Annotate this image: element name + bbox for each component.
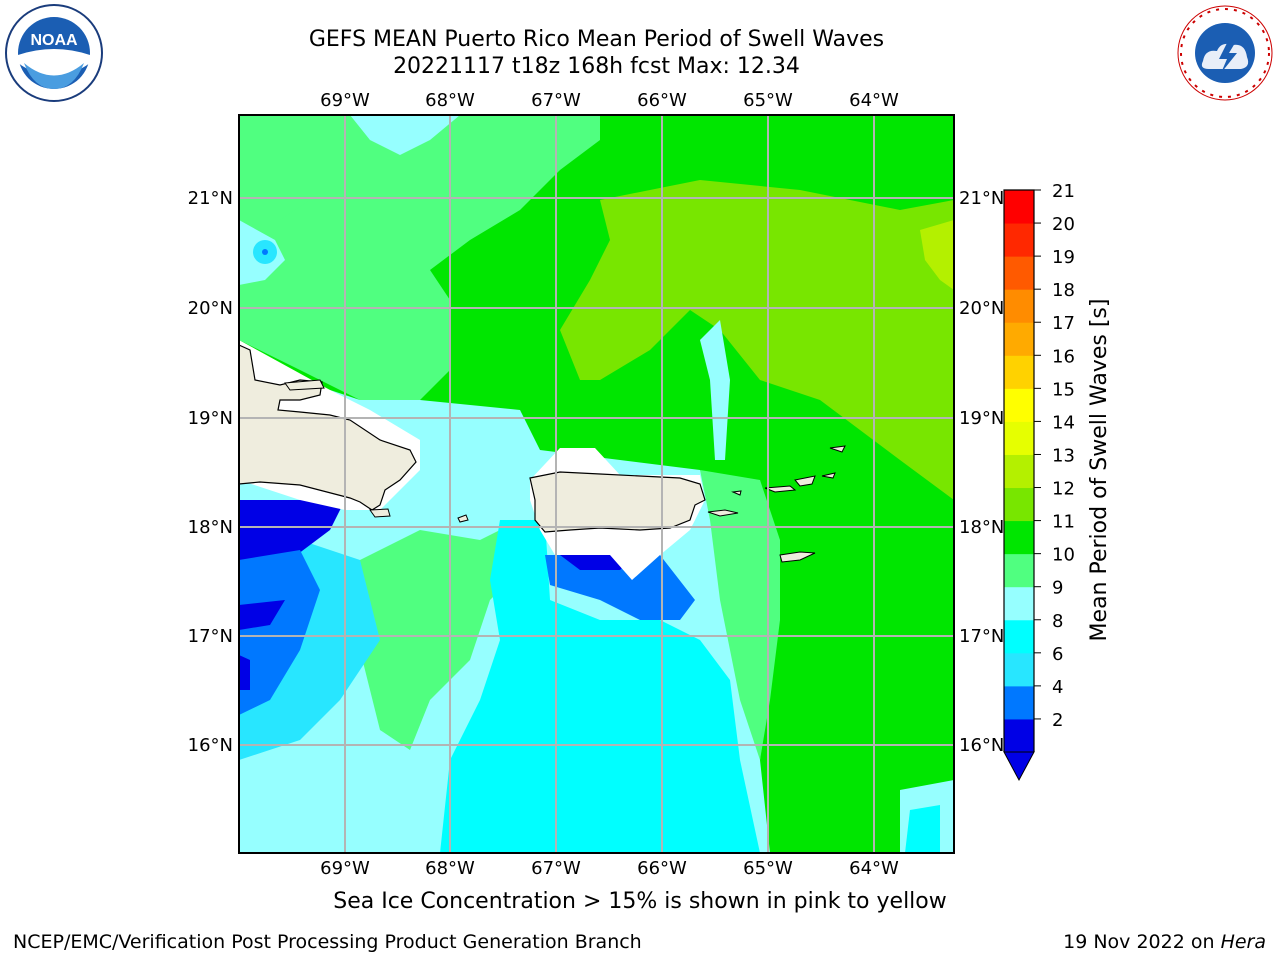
- swell-period-field: [239, 115, 954, 853]
- lon-label-bottom: 69°W: [320, 858, 370, 879]
- lat-label-right: 17°N: [959, 626, 1004, 647]
- lon-label-top: 64°W: [849, 90, 899, 111]
- colorbar-tick-label: 6: [1052, 644, 1063, 665]
- colorbar-segment: [1004, 322, 1034, 356]
- noaa-logo-text: NOAA: [30, 32, 78, 49]
- colorbar-tick-label: 2: [1052, 710, 1063, 731]
- colorbar-segment: [1004, 652, 1034, 687]
- lat-label-right: 18°N: [959, 517, 1004, 538]
- colorbar-tick-label: 19: [1052, 247, 1075, 268]
- lon-label-top: 67°W: [531, 90, 581, 111]
- map-frame: [238, 114, 955, 854]
- lon-label-bottom: 68°W: [425, 858, 475, 879]
- colorbar-segment: [1004, 520, 1034, 555]
- noaa-logo: NOAA: [4, 3, 104, 103]
- colorbar-segment: [1004, 289, 1034, 323]
- colorbar-tick-label: 20: [1052, 214, 1075, 235]
- lat-label-right: 20°N: [959, 298, 1004, 319]
- colorbar-segment: [1004, 223, 1034, 257]
- lon-label-bottom: 64°W: [849, 858, 899, 879]
- colorbar-frame: [1003, 189, 1035, 752]
- colorbar-segment: [1004, 553, 1034, 588]
- colorbar-segment: [1004, 619, 1034, 654]
- lat-label-left: 18°N: [188, 517, 233, 538]
- lon-label-bottom: 65°W: [743, 858, 793, 879]
- colorbar-extend: [1003, 751, 1035, 782]
- graticule: [239, 115, 954, 853]
- colorbar-tick-label: 15: [1052, 379, 1075, 400]
- colorbar-tick-label: 17: [1052, 313, 1075, 334]
- lat-label-left: 21°N: [188, 188, 233, 209]
- lat-label-right: 19°N: [959, 408, 1004, 429]
- lat-label-left: 17°N: [188, 626, 233, 647]
- colorbar-segment: [1004, 256, 1034, 290]
- colorbar-tick-label: 13: [1052, 445, 1075, 466]
- lon-label-top: 68°W: [425, 90, 475, 111]
- colorbar-label: Mean Period of Swell Waves [s]: [1087, 299, 1112, 642]
- colorbar-segment: [1004, 586, 1034, 621]
- colorbar-segment: [1004, 421, 1034, 455]
- nws-logo: [1175, 3, 1275, 103]
- lon-label-top: 66°W: [637, 90, 687, 111]
- lat-label-left: 20°N: [188, 298, 233, 319]
- colorbar-tick-label: 11: [1052, 512, 1075, 533]
- lat-label-left: 16°N: [188, 735, 233, 756]
- colorbar-segment: [1004, 487, 1034, 522]
- page-subtitle: 20221117 t18z 168h fcst Max: 12.34: [393, 54, 800, 79]
- colorbar-segment: [1004, 718, 1034, 753]
- colorbar-tick-label: 18: [1052, 280, 1075, 301]
- footer-date: 19 Nov 2022 on Hera: [1063, 931, 1266, 953]
- lon-label-top: 65°W: [743, 90, 793, 111]
- sea-ice-note: Sea Ice Concentration > 15% is shown in …: [333, 889, 947, 914]
- lon-label-bottom: 67°W: [531, 858, 581, 879]
- lat-label-right: 16°N: [959, 735, 1004, 756]
- colorbar-tick-label: 12: [1052, 479, 1075, 500]
- colorbar-segment: [1004, 355, 1034, 389]
- colorbar-segment: [1004, 454, 1034, 489]
- colorbar-tick-label: 8: [1052, 611, 1063, 632]
- colorbar-segment: [1004, 388, 1034, 422]
- colorbar-tick-label: 9: [1052, 578, 1063, 599]
- colorbar-segment: [1004, 685, 1034, 720]
- footer-machine: Hera: [1220, 931, 1266, 953]
- lat-label-left: 19°N: [188, 408, 233, 429]
- footer-date-text: 19 Nov 2022 on: [1063, 931, 1221, 953]
- colorbar-tick-label: 10: [1052, 545, 1075, 566]
- colorbar-tick-label: 4: [1052, 677, 1063, 698]
- colorbar: 21 20 19 18 17 16 15 14 13 12 11 10 9 8 6 4 2: [1003, 181, 1075, 782]
- page-title: GEFS MEAN Puerto Rico Mean Period of Swe…: [308, 27, 885, 52]
- lon-label-bottom: 66°W: [637, 858, 687, 879]
- colorbar-tick-label: 14: [1052, 412, 1075, 433]
- lon-label-top: 69°W: [320, 90, 370, 111]
- lat-label-right: 21°N: [959, 188, 1004, 209]
- colorbar-tick-label: 21: [1052, 181, 1075, 202]
- colorbar-tick-label: 16: [1052, 346, 1075, 367]
- footer-credit: NCEP/EMC/Verification Post Processing Pr…: [13, 931, 642, 953]
- colorbar-segment: [1004, 190, 1034, 224]
